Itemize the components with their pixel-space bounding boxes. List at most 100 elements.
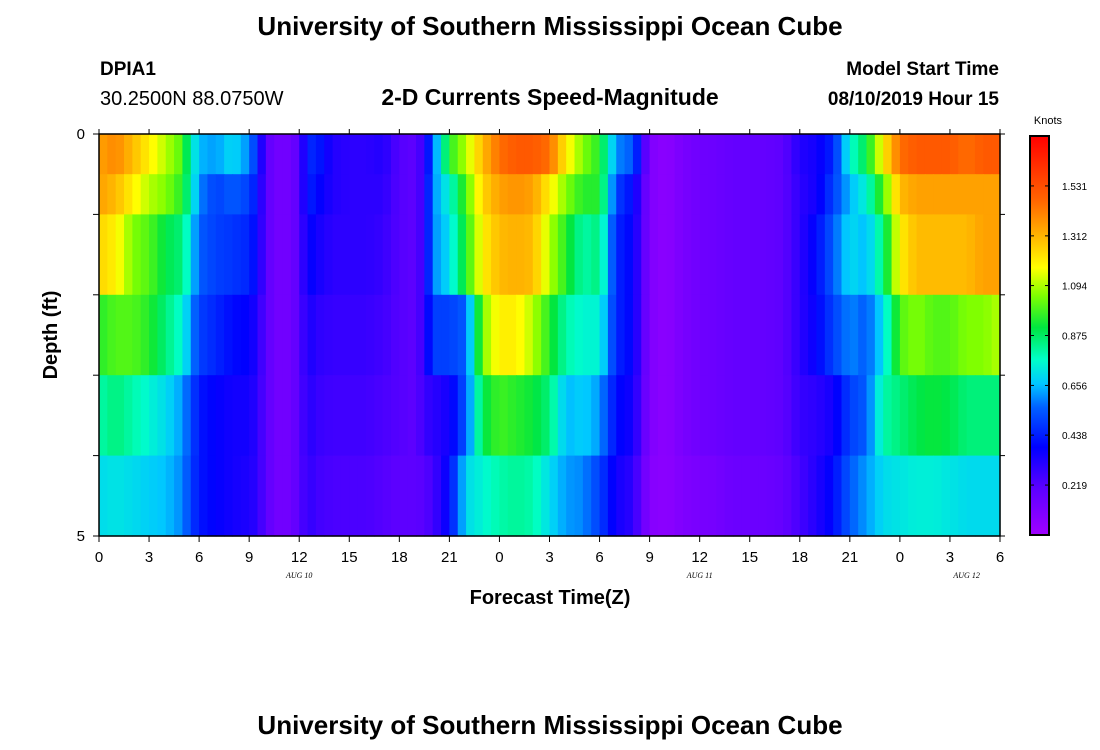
heatmap-cell <box>591 455 601 537</box>
heatmap-cell <box>549 375 559 457</box>
heatmap-cell <box>157 174 167 215</box>
date-label: AUG 11 <box>686 571 713 580</box>
x-tick-label: 12 <box>691 549 708 566</box>
heatmap-cell <box>983 375 993 457</box>
heatmap-cell <box>874 174 884 215</box>
heatmap-cell <box>407 294 417 376</box>
heatmap-cell <box>933 174 943 215</box>
heatmap-cell <box>674 214 684 296</box>
heatmap-cell <box>666 294 676 376</box>
heatmap-cell <box>949 134 959 175</box>
heatmap-cell <box>374 375 384 457</box>
heatmap-cell <box>624 134 634 175</box>
heatmap-cell <box>691 134 701 175</box>
heatmap-cell <box>874 294 884 376</box>
heatmap-cell <box>774 134 784 175</box>
heatmap-cell <box>274 294 284 376</box>
heatmap-cell <box>833 294 843 376</box>
heatmap-cell <box>849 294 859 376</box>
heatmap-cell <box>824 134 834 175</box>
model-start-label: Model Start Time <box>846 59 999 80</box>
heatmap-cell <box>599 294 609 376</box>
heatmap-cell <box>674 134 684 175</box>
heatmap-cell <box>541 455 551 537</box>
heatmap-cell <box>916 134 926 175</box>
heatmap-cell <box>357 134 367 175</box>
heatmap-cell <box>215 375 225 457</box>
heatmap-cell <box>424 134 434 175</box>
heatmap-cell <box>741 174 751 215</box>
heatmap-cell <box>390 375 400 457</box>
heatmap-cell <box>357 294 367 376</box>
heatmap-cell <box>557 214 567 296</box>
heatmap-cell <box>132 455 142 537</box>
heatmap-cell <box>983 294 993 376</box>
heatmap-cell <box>591 294 601 376</box>
heatmap-cell <box>215 174 225 215</box>
heatmap-cell <box>332 375 342 457</box>
heatmap-cell <box>983 134 993 175</box>
heatmap-cell <box>165 214 175 296</box>
heatmap-cell <box>449 134 459 175</box>
heatmap-cell <box>140 294 150 376</box>
heatmap-cell <box>666 455 676 537</box>
heatmap-cell <box>949 375 959 457</box>
heatmap-cell <box>257 294 267 376</box>
heatmap-cell <box>808 294 818 376</box>
heatmap-cell <box>299 214 309 296</box>
heatmap-cell <box>516 214 526 296</box>
heatmap-cell <box>315 294 325 376</box>
heatmap-cell <box>199 455 209 537</box>
heatmap-cell <box>140 134 150 175</box>
heatmap-cell <box>657 455 667 537</box>
heatmap-cell <box>791 174 801 215</box>
heatmap-cell <box>708 455 717 537</box>
heatmap-cell <box>691 214 701 296</box>
heatmap-cell <box>716 375 726 457</box>
heatmap-cell <box>708 174 717 215</box>
heatmap-cell <box>182 375 192 457</box>
heatmap-cell <box>557 174 567 215</box>
heatmap-cell <box>282 214 292 296</box>
y-axis: 05 <box>77 126 1005 545</box>
heatmap-cell <box>849 455 859 537</box>
heatmap-cell <box>332 134 342 175</box>
heatmap-cell <box>666 134 676 175</box>
x-tick-label: 3 <box>545 549 553 566</box>
heatmap-cell <box>315 214 325 296</box>
heatmap-cell <box>933 214 943 296</box>
heatmap-cell <box>983 214 993 296</box>
heatmap-cell <box>974 174 984 215</box>
heatmap-cell <box>324 134 334 175</box>
station-id: DPIA1 <box>100 59 156 80</box>
heatmap-cell <box>265 214 275 296</box>
heatmap-cell <box>332 455 342 537</box>
heatmap-cell <box>124 174 133 215</box>
heatmap-cell <box>257 375 267 457</box>
heatmap-cell <box>657 214 667 296</box>
heatmap-cell <box>766 294 776 376</box>
x-tick-label: 3 <box>946 549 954 566</box>
heatmap-cell <box>140 375 150 457</box>
x-tick-label: 3 <box>145 549 153 566</box>
heatmap-cell <box>207 214 217 296</box>
heatmap-cell <box>708 375 717 457</box>
heatmap-cell <box>557 455 567 537</box>
heatmap-cell <box>749 134 759 175</box>
heatmap-cell <box>532 294 542 376</box>
heatmap-cell <box>282 375 292 457</box>
heatmap-cell <box>624 294 634 376</box>
heatmap-cell <box>766 174 776 215</box>
heatmap-cell <box>941 294 951 376</box>
heatmap-cell <box>958 455 968 537</box>
heatmap-cell <box>783 294 793 376</box>
heatmap-cell <box>249 174 259 215</box>
heatmap-cell <box>382 375 392 457</box>
heatmap-cell <box>833 214 843 296</box>
heatmap-cell <box>457 174 467 215</box>
heatmap-cell <box>733 375 742 457</box>
heatmap-cell <box>499 134 509 175</box>
heatmap-cell <box>808 375 818 457</box>
heatmap-cell <box>349 134 359 175</box>
heatmap-cell <box>357 455 367 537</box>
